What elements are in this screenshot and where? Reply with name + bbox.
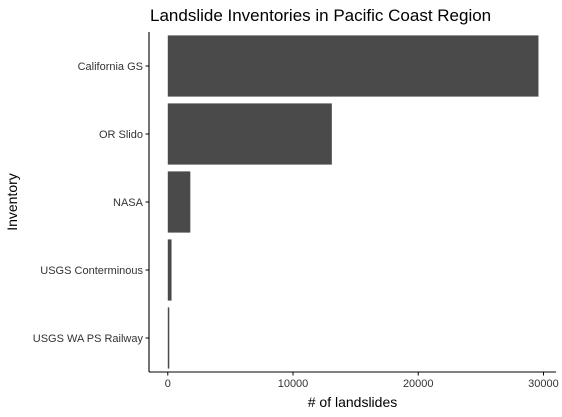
- x-axis-ticks: 0 10000 20000 30000: [165, 372, 559, 390]
- chart-title: Landslide Inventories in Pacific Coast R…: [150, 6, 491, 25]
- bar-2: [167, 103, 332, 165]
- y-tick-label: OR Slido: [99, 129, 143, 141]
- bar-3: [167, 171, 191, 233]
- x-axis-title: # of landslides: [308, 394, 398, 410]
- x-tick-label: 0: [165, 378, 171, 390]
- y-tick-label: USGS Conterminous: [40, 265, 143, 277]
- bars-group: [167, 35, 539, 369]
- bar-4: [167, 239, 172, 301]
- bar-1: [167, 35, 539, 97]
- x-tick-label: 30000: [528, 378, 559, 390]
- y-axis-ticks: California GS OR Slido NASA USGS Contermino…: [33, 61, 149, 345]
- x-tick-label: 10000: [278, 378, 309, 390]
- y-axis-title: Inventory: [4, 173, 20, 231]
- y-tick-label: NASA: [113, 197, 144, 209]
- bar-5: [167, 307, 170, 369]
- x-tick-label: 20000: [403, 378, 434, 390]
- y-tick-label: California GS: [78, 61, 143, 73]
- y-tick-label: USGS WA PS Railway: [33, 333, 144, 345]
